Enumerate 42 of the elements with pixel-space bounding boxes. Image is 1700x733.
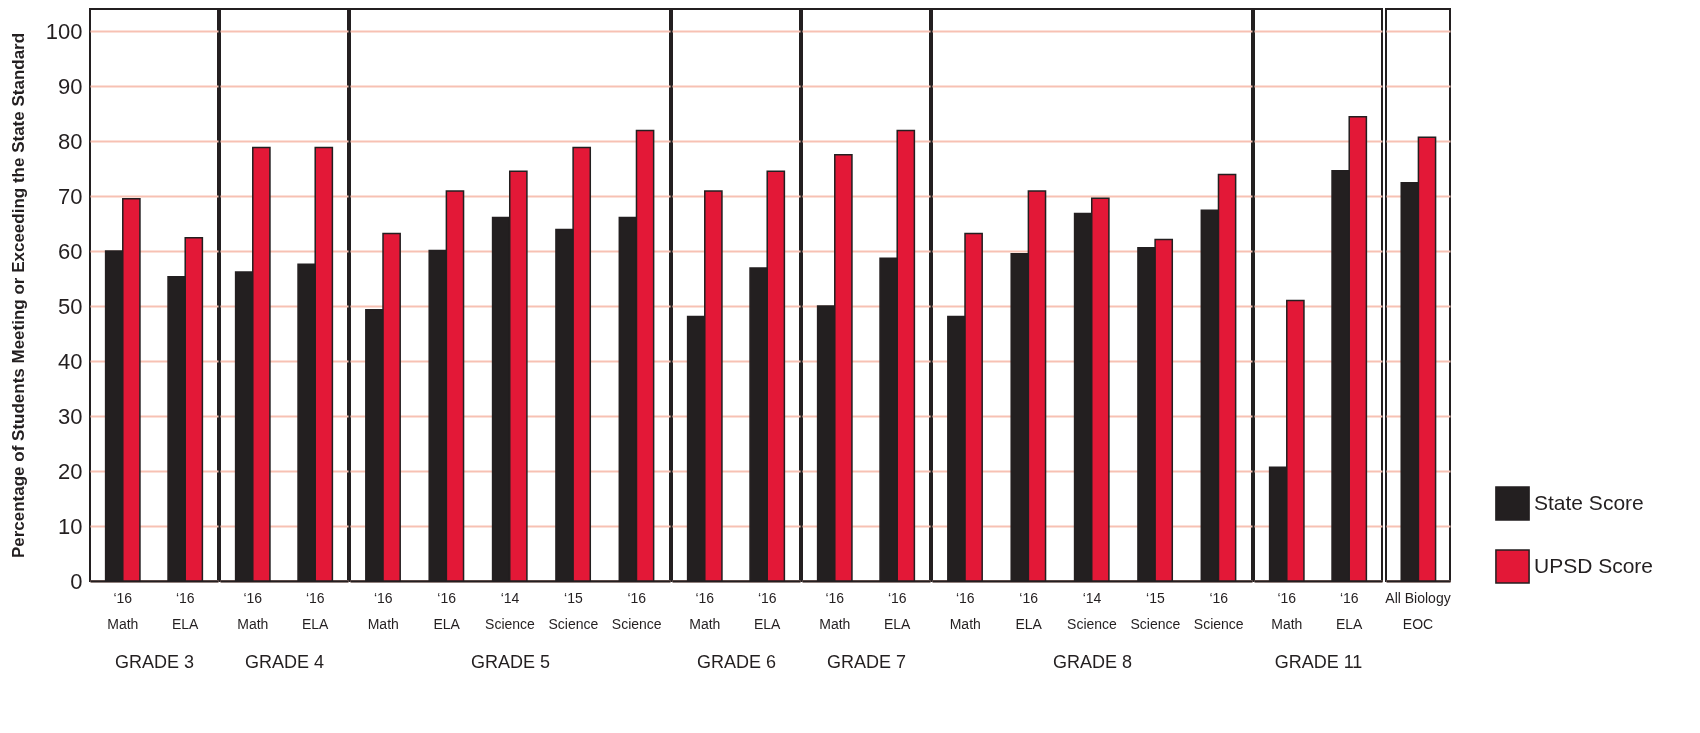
x-tick-label: ‘16 Math [107,589,139,632]
y-tick-label: 20 [58,458,83,484]
y-tick-label: 40 [58,348,83,374]
x-tick-label: ‘16 Math [1271,589,1303,632]
x-axis-title: GRADE 5 [470,651,551,672]
x-tick-label: ‘16 Math [949,589,981,632]
y-axis-title: Percentage of Students Meeting or Exceeding the State Standard [8,32,28,559]
x-tick-label: ‘16 ELA [171,589,200,632]
legend-label: UPSD Score [1534,553,1654,577]
y-tick-label: 60 [58,238,83,264]
x-tick-label: ‘16 ELA [883,589,912,632]
y-tick-label: 0 [70,568,83,594]
y-tick-label: 10 [58,513,83,539]
x-tick-label: ‘16 ELA [301,589,330,632]
y-tick-label: 70 [58,183,83,209]
y-tick-label: 100 [45,18,83,44]
y-tick-label: 50 [58,293,83,319]
x-tick-label: ‘16 ELA [1015,589,1043,632]
x-tick-label: ‘16 Math [367,589,399,632]
x-axis-title: GRADE 8 [1052,651,1133,672]
y-tick-label: 80 [58,128,83,154]
x-axis-title: GRADE 6 [696,651,777,672]
x-tick-label: ‘16 Math [689,589,721,632]
x-tick-label: ‘16 Science [1193,589,1244,632]
x-axis-title: GRADE 3 [114,651,195,672]
x-tick-label: ‘16 ELA [753,589,782,632]
x-tick-label: ‘16 ELA [433,589,461,632]
x-tick-label: ‘16 Math [237,589,269,632]
x-tick-label: ‘14 Science [485,589,536,632]
x-tick-label: ‘14 Science [1067,589,1118,632]
x-tick-label: ‘16 Science [611,589,662,632]
x-tick-label: All Biology EOC [1385,589,1451,632]
x-axis-title: GRADE 11 [1274,651,1363,672]
x-axis-title: GRADE 4 [244,651,325,672]
x-axis-title: GRADE 7 [826,651,907,672]
x-tick-label: ‘16 ELA [1335,589,1364,632]
y-tick-label: 30 [58,403,83,429]
legend-label: State Score [1534,490,1644,514]
x-tick-label: ‘15 Science [1130,589,1181,632]
x-tick-label: ‘16 Math [819,589,851,632]
y-tick-label: 90 [58,73,83,99]
x-tick-label: ‘15 Science [548,589,599,632]
